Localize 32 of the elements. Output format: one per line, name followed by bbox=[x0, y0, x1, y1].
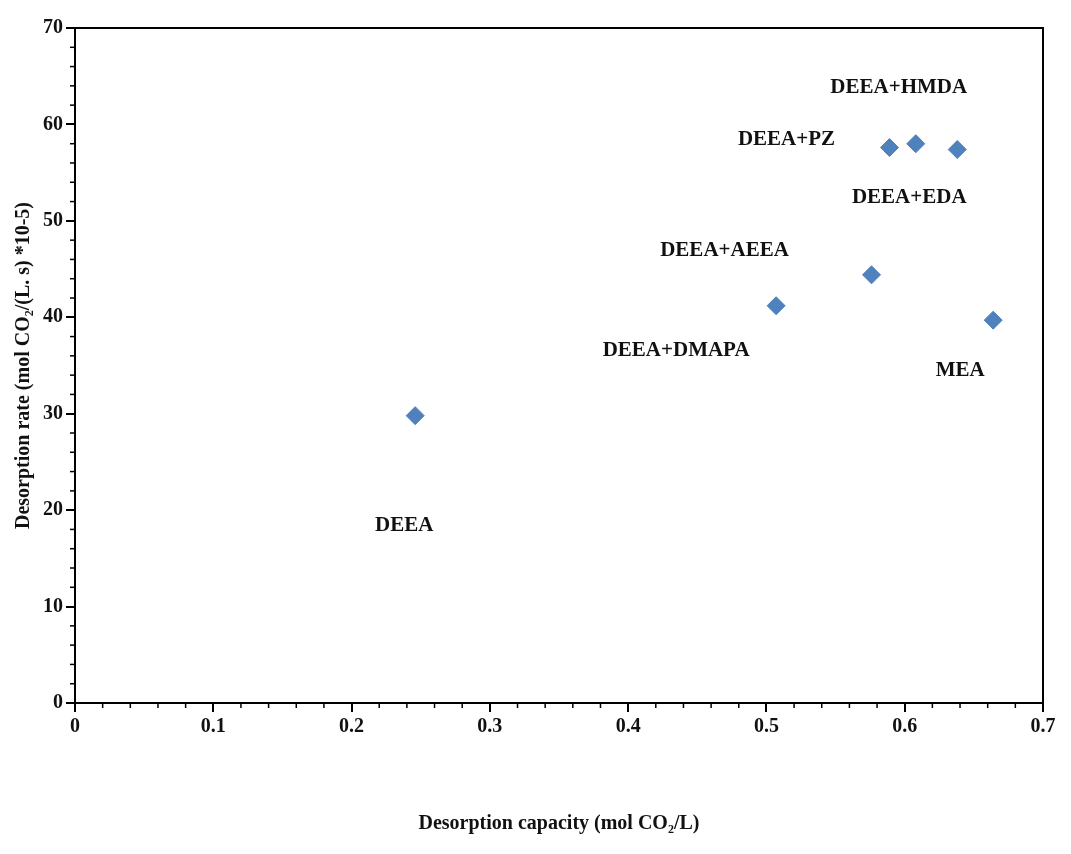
point bbox=[880, 138, 899, 158]
x-tick-label: 0.1 bbox=[200, 714, 226, 737]
annotation: DEEA+EDA bbox=[851, 183, 968, 208]
x-tick-label: 0.5 bbox=[753, 714, 779, 737]
annotation: DEEA+DMAPA bbox=[602, 337, 751, 362]
y-tick-label: 10 bbox=[43, 593, 63, 616]
annotation: DEEA+HMDA bbox=[830, 74, 968, 99]
point bbox=[862, 265, 882, 285]
y-tick-label: 0 bbox=[53, 690, 63, 713]
point bbox=[405, 406, 425, 426]
x-tick-label: 0.2 bbox=[339, 714, 365, 737]
x-axis-title: Desorption capacity (mol CO₂/L) bbox=[418, 811, 700, 835]
annotation: DEEA+PZ bbox=[737, 125, 836, 150]
x-tick-label: 0.7 bbox=[1030, 714, 1056, 737]
y-tick-label: 40 bbox=[43, 304, 63, 327]
y-tick-label: 20 bbox=[43, 497, 63, 520]
y-tick-label: 70 bbox=[43, 15, 63, 38]
point bbox=[947, 140, 967, 159]
point bbox=[766, 296, 786, 316]
y-tick-label: 30 bbox=[43, 400, 63, 423]
x-tick-label: 0 bbox=[70, 714, 80, 737]
x-tick-label: 0.4 bbox=[615, 714, 641, 737]
point bbox=[983, 310, 1003, 330]
x-tick-label: 0.3 bbox=[477, 714, 503, 737]
y-axis-title: Desorption rate (mol CO₂/(L. s) *10-5) bbox=[11, 201, 35, 530]
annotation: DEEA bbox=[375, 512, 435, 537]
annotation: DEEA+AEEA bbox=[660, 237, 790, 262]
point bbox=[906, 134, 926, 154]
annotation: MEA bbox=[935, 356, 986, 381]
y-tick-label: 50 bbox=[43, 208, 63, 231]
y-tick-label: 60 bbox=[43, 111, 63, 134]
x-tick-label: 0.6 bbox=[892, 714, 918, 737]
